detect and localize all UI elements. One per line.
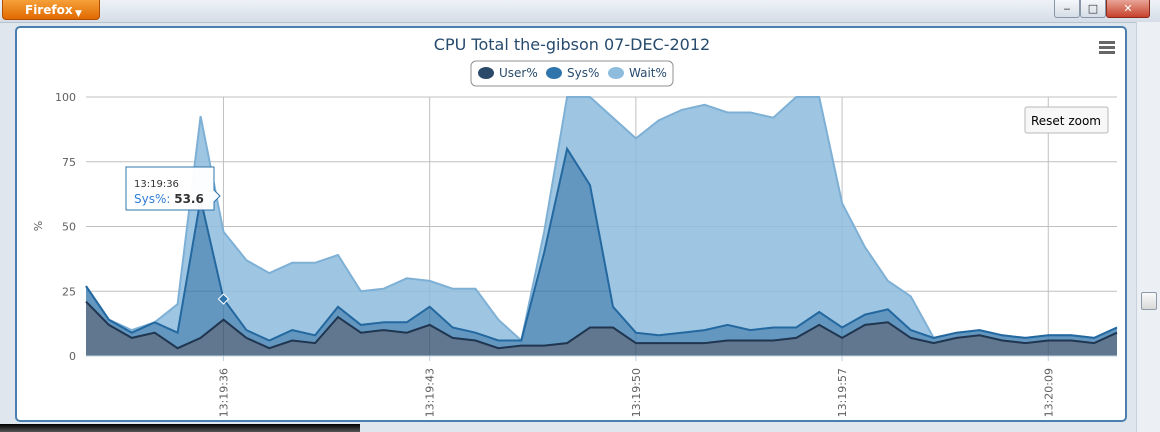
y-tick-label: 0	[69, 350, 76, 363]
close-icon: ✕	[1123, 2, 1133, 15]
firefox-button-label: Firefox	[25, 3, 73, 17]
tooltip-box	[125, 166, 221, 211]
legend-box	[470, 60, 674, 87]
hamburger-icon	[1099, 41, 1115, 54]
x-tick-label: 13:19:36	[217, 368, 230, 417]
minimize-icon: ‒	[1063, 2, 1071, 15]
legend-item-user[interactable]: User%	[478, 66, 538, 80]
area-wait	[86, 97, 1117, 341]
legend-item-sys[interactable]: Sys%	[546, 66, 599, 80]
legend-item-wait[interactable]: Wait%	[608, 66, 667, 80]
chart-series	[85, 96, 1118, 356]
chart-axes: 0 25 50 75 100 13:19:36 13:19:43 13:19:50 13:19:…	[55, 91, 1117, 417]
y-axis-label: %	[32, 221, 45, 231]
scrollbar-thumb[interactable]	[1141, 292, 1157, 310]
legend-symbol	[546, 67, 562, 79]
legend-symbol	[478, 67, 494, 79]
reset-zoom-button[interactable]: Reset zoom	[1024, 106, 1109, 134]
page-scrollbar[interactable]	[1136, 22, 1160, 432]
tooltip-value-line: Sys%: 53.6	[134, 192, 204, 206]
x-tick-label: 13:19:50	[630, 368, 643, 417]
reset-zoom-label: Reset zoom	[1031, 114, 1101, 128]
dropdown-caret-icon: ▼	[75, 9, 82, 19]
legend-label: Sys%	[567, 66, 599, 80]
y-tick-label: 75	[62, 156, 76, 169]
chart-menu-button[interactable]	[1094, 36, 1118, 58]
close-button[interactable]: ✕	[1106, 0, 1150, 18]
x-tick-label: 13:19:57	[836, 368, 849, 417]
chart-tooltip: 13:19:36 Sys%: 53.6	[125, 166, 221, 211]
x-tick-label: 13:20:09	[1042, 368, 1055, 417]
chart-title: CPU Total the-gibson 07-DEC-2012	[434, 35, 710, 54]
legend-label: Wait%	[629, 66, 667, 80]
tooltip-time: 13:19:36	[134, 179, 179, 190]
legend-label: User%	[499, 66, 538, 80]
taskbar-edge	[0, 424, 360, 432]
tooltip-value: 53.6	[174, 192, 204, 206]
maximize-icon: □	[1087, 2, 1099, 15]
tooltip-series: Sys%	[134, 192, 166, 206]
firefox-menu-button[interactable]: Firefox ▼	[2, 0, 100, 20]
minimize-button[interactable]: ‒	[1054, 0, 1080, 18]
chart-legend: User% Sys% Wait%	[470, 60, 674, 87]
y-tick-label: 25	[62, 285, 76, 298]
y-tick-label: 100	[55, 91, 76, 104]
hover-point-marker	[217, 293, 230, 305]
area-user	[86, 301, 1117, 356]
y-tick-label: 50	[62, 221, 76, 234]
line-sys	[85, 146, 1118, 342]
line-user	[85, 300, 1118, 350]
window-titlebar: Firefox ▼ ‒ □ ✕	[0, 0, 1160, 23]
legend-symbol	[608, 67, 624, 79]
x-tick-label: 13:19:43	[424, 368, 437, 417]
maximize-button[interactable]: □	[1080, 0, 1106, 18]
